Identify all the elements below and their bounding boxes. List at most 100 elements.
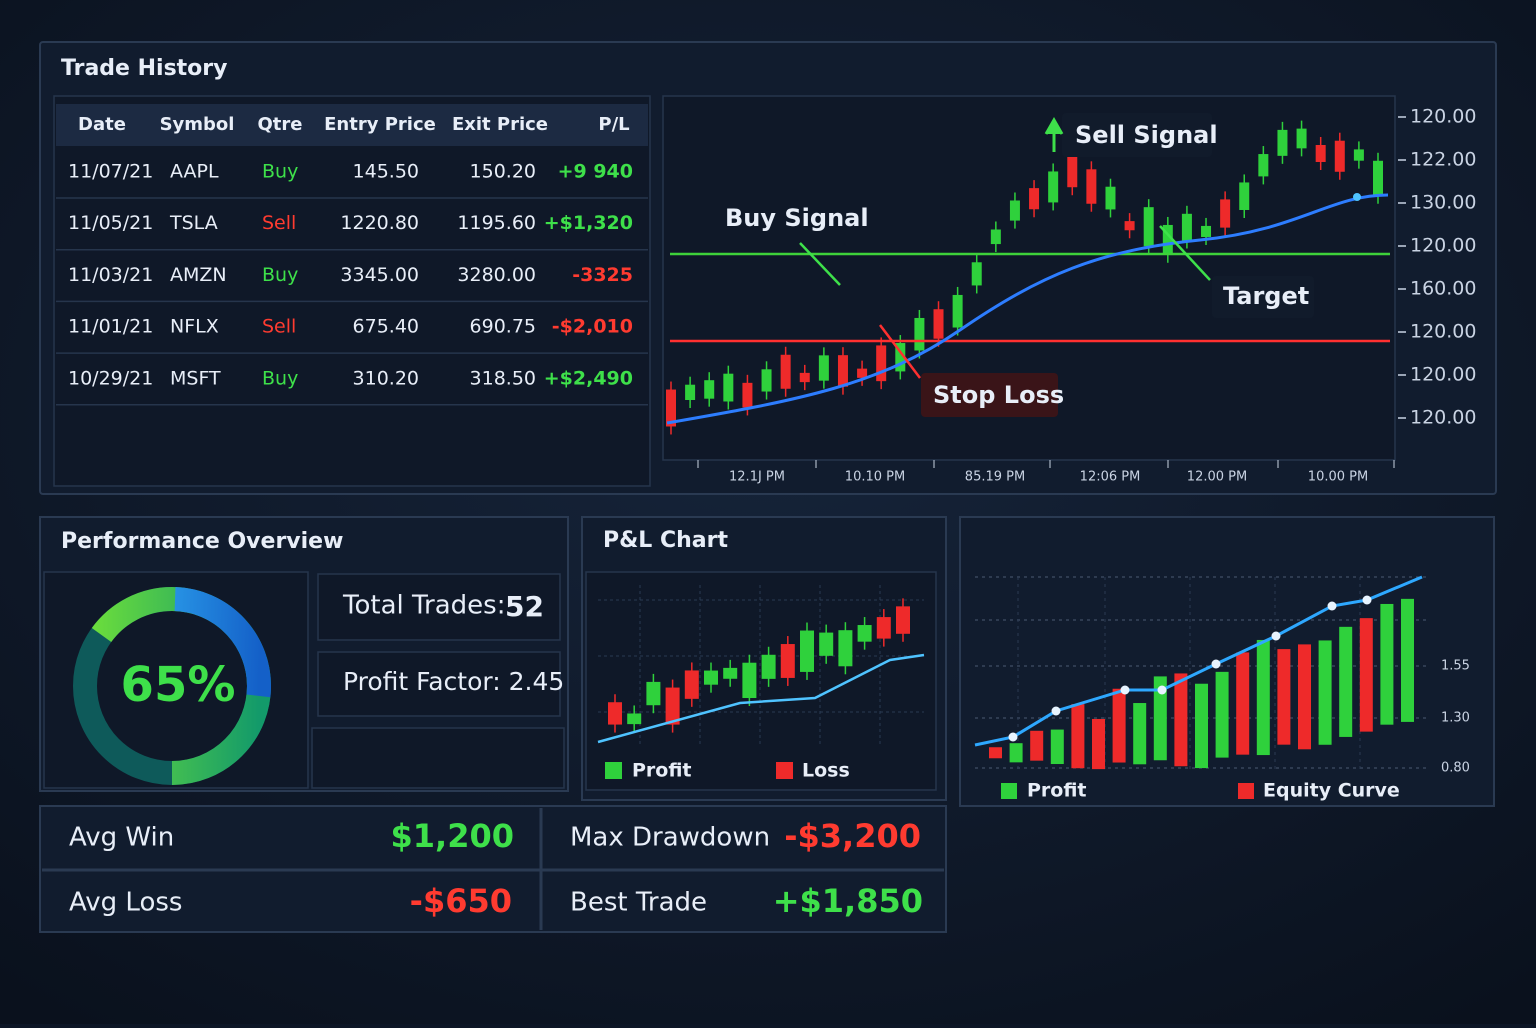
stat-label: Avg Loss: [69, 888, 182, 918]
total-trades-label: Total Trades:: [342, 591, 505, 621]
y-tick-label: 160.00: [1410, 278, 1476, 300]
table-cell: 318.50: [470, 367, 536, 389]
candle: [761, 369, 772, 392]
candle: [780, 354, 791, 389]
bar: [989, 747, 1002, 759]
candle: [1162, 224, 1173, 255]
table-cell: 150.20: [470, 161, 536, 183]
candle: [838, 630, 853, 667]
candle: [1239, 182, 1250, 210]
stat-box: [311, 727, 565, 789]
table-cell: -3325: [572, 264, 633, 286]
stat-value: +$1,850: [773, 882, 923, 920]
table-cell: 675.40: [353, 316, 419, 338]
bar: [1339, 626, 1353, 737]
target: Target: [1223, 282, 1309, 310]
stop-loss: Stop Loss: [933, 381, 1064, 409]
table-cell: 11/03/21: [68, 264, 153, 286]
ema-line: [666, 193, 1389, 425]
y-tick-label: 120.00: [1410, 407, 1476, 429]
stat-label: Max Drawdown: [570, 823, 770, 853]
equity-dot: [1008, 732, 1018, 742]
table-cell: +$1,320: [544, 212, 633, 234]
candle: [780, 644, 795, 678]
legend-label: Loss: [802, 760, 850, 782]
candle: [800, 630, 814, 672]
x-tick-label: 12:06 PM: [1080, 470, 1141, 485]
bar: [1401, 598, 1414, 722]
bar: [1112, 688, 1126, 763]
ema-dot: [1353, 193, 1361, 201]
bar: [1050, 729, 1064, 765]
candle: [1181, 213, 1192, 241]
candle: [857, 368, 868, 378]
equity-dot: [1120, 685, 1130, 695]
candle: [1373, 160, 1383, 196]
pl-chart: [585, 571, 937, 791]
candle: [818, 355, 829, 381]
table-cell: Buy: [262, 367, 298, 389]
x-tick-label: 12.1J PM: [729, 470, 785, 485]
equity-dot: [1327, 601, 1337, 611]
candle: [704, 670, 718, 685]
candle: [742, 662, 757, 699]
table-cell: 690.75: [470, 316, 536, 338]
candle: [914, 317, 925, 351]
table-cell: 1220.80: [340, 212, 419, 234]
candle: [819, 632, 834, 656]
y-tick-label: 120.00: [1410, 106, 1476, 128]
table-cell: 145.50: [353, 161, 419, 183]
candle: [704, 380, 715, 399]
bar: [1236, 652, 1250, 755]
equity-panel: [959, 516, 1495, 807]
candle: [1029, 188, 1040, 210]
win-rate: 65%: [121, 657, 236, 713]
buy-signal: Buy Signal: [725, 204, 869, 232]
bar: [1009, 743, 1023, 763]
bar: [1256, 639, 1270, 756]
candle: [646, 681, 661, 706]
panel-title: Trade History: [61, 56, 227, 81]
table-cell: 11/05/21: [68, 212, 153, 234]
candle: [742, 382, 753, 408]
bar: [1298, 644, 1311, 750]
candle: [627, 713, 642, 725]
candle: [608, 702, 622, 725]
bar: [1030, 730, 1044, 761]
candle: [837, 355, 848, 387]
table: [53, 95, 651, 487]
candle: [1105, 186, 1116, 210]
candle: [1296, 128, 1307, 149]
candle: [1220, 199, 1231, 228]
bar: [1277, 649, 1291, 745]
equity-dot: [1157, 685, 1167, 695]
bar: [1359, 618, 1373, 732]
equity-dot: [1051, 706, 1061, 716]
x-tick-label: 10.00 PM: [1308, 470, 1368, 485]
y-tick-label: 1.30: [1441, 711, 1470, 726]
table-cell: -$2,010: [552, 316, 633, 338]
table-cell: 11/07/21: [68, 161, 153, 183]
candle: [1201, 225, 1212, 237]
bar: [1071, 704, 1085, 769]
bar: [1133, 703, 1147, 765]
bar: [1092, 718, 1105, 770]
bar: [1153, 676, 1167, 761]
table-cell: +9 940: [558, 161, 633, 183]
candle: [1277, 129, 1288, 156]
equity-line: [974, 575, 1423, 747]
total-trades: 52: [505, 590, 544, 623]
sell-signal: Sell Signal: [1075, 121, 1218, 149]
bar: [1195, 683, 1208, 769]
table-cell: Buy: [262, 264, 298, 286]
equity-line: [597, 653, 925, 744]
column-header: Symbol: [160, 114, 235, 135]
candle: [971, 262, 982, 286]
stat-value: $1,200: [391, 817, 514, 855]
candle: [857, 625, 872, 642]
candle: [1258, 154, 1269, 177]
candle: [896, 606, 910, 634]
legend-swatch: [605, 762, 622, 779]
annotation-box: [1212, 276, 1314, 318]
